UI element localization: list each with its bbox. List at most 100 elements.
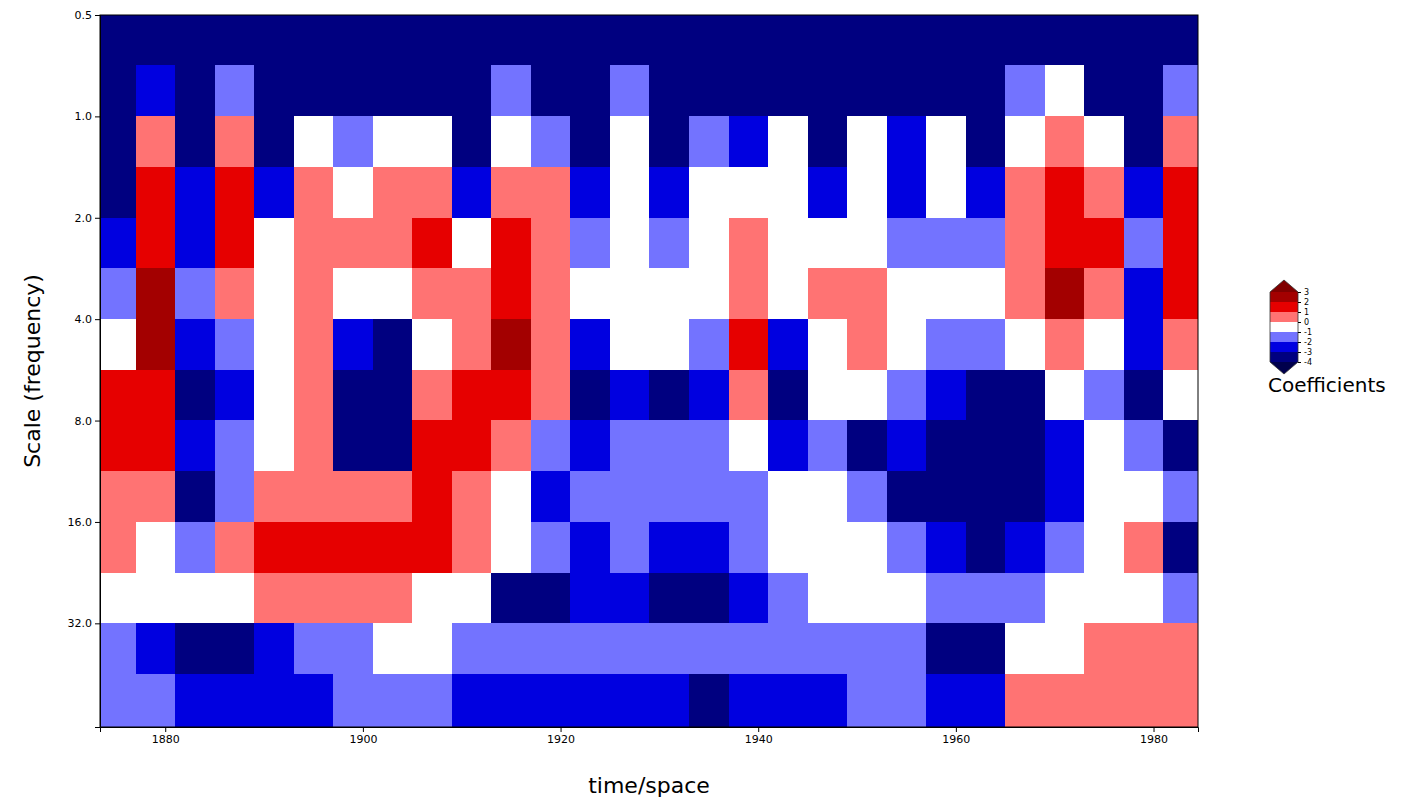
heatmap-cell	[729, 420, 769, 471]
heatmap-cell	[689, 573, 729, 624]
heatmap-cell	[333, 167, 373, 218]
heatmap-cell	[373, 623, 413, 674]
heatmap-cell	[1045, 623, 1085, 674]
y-tick: 4.0	[75, 313, 101, 326]
heatmap-cell	[136, 370, 176, 421]
heatmap-cell	[808, 573, 848, 624]
heatmap-cell	[294, 420, 334, 471]
heatmap-cell	[887, 674, 927, 727]
heatmap-cell	[1005, 573, 1045, 624]
heatmap-cell	[215, 15, 255, 66]
heatmap-cell	[1163, 268, 1198, 319]
heatmap-cell	[1005, 167, 1045, 218]
heatmap-cell	[1124, 370, 1164, 421]
y-tick-mark	[95, 319, 100, 320]
heatmap-cell	[175, 218, 215, 269]
heatmap-cell	[808, 116, 848, 167]
heatmap-cell	[294, 623, 334, 674]
heatmap-cell	[1124, 319, 1164, 370]
y-axis-title: Scale (frequency)	[20, 274, 45, 468]
heatmap-cell	[412, 623, 452, 674]
heatmap-cell	[491, 116, 531, 167]
heatmap-cell	[333, 268, 373, 319]
heatmap-cell	[175, 319, 215, 370]
heatmap-cell	[966, 623, 1006, 674]
colorbar-tick: 0	[1298, 318, 1309, 327]
heatmap-cell	[966, 268, 1006, 319]
heatmap-cell	[1163, 15, 1198, 66]
heatmap-cell	[1124, 167, 1164, 218]
heatmap-cell	[1124, 522, 1164, 573]
heatmap-cell	[452, 674, 492, 727]
heatmap-cell	[887, 420, 927, 471]
heatmap-cell	[689, 522, 729, 573]
heatmap-cell	[175, 268, 215, 319]
heatmap-cell	[689, 218, 729, 269]
heatmap-cell	[136, 218, 176, 269]
colorbar-tick-label: -2	[1304, 338, 1312, 347]
heatmap-cell	[452, 420, 492, 471]
y-tick-label: 0.5	[75, 9, 93, 22]
y-tick: 16.0	[68, 516, 101, 529]
heatmap-cell	[333, 522, 373, 573]
heatmap-cell	[1163, 370, 1198, 421]
heatmap-cell	[491, 218, 531, 269]
heatmap-cell	[294, 522, 334, 573]
heatmap-cell	[1005, 268, 1045, 319]
heatmap-cell	[373, 116, 413, 167]
heatmap-cell	[1124, 420, 1164, 471]
y-tick-label: 2.0	[75, 212, 93, 225]
heatmap-cell	[847, 623, 887, 674]
colorbar: 3210-1-2-3-4	[1270, 280, 1312, 374]
heatmap-cell	[926, 370, 966, 421]
heatmap-cell	[373, 65, 413, 117]
heatmap-cell	[610, 522, 650, 573]
heatmap-cell	[729, 268, 769, 319]
heatmap-cell	[412, 370, 452, 421]
heatmap-cell	[333, 420, 373, 471]
heatmap-cell	[1045, 370, 1085, 421]
x-tick-label: 1960	[942, 733, 970, 746]
heatmap-cell	[966, 116, 1006, 167]
heatmap-cell	[215, 167, 255, 218]
heatmap-cell	[808, 167, 848, 218]
colorbar-tick-mark	[1298, 332, 1301, 333]
x-tick-label: 1940	[745, 733, 773, 746]
heatmap-cell	[136, 573, 176, 624]
heatmap-cell	[215, 522, 255, 573]
heatmap-cell	[1084, 522, 1124, 573]
heatmap-cell	[1045, 268, 1085, 319]
heatmap-cell	[1084, 167, 1124, 218]
heatmap-cell	[729, 319, 769, 370]
heatmap-cell	[966, 471, 1006, 522]
heatmap-cell	[689, 674, 729, 727]
y-tick-label: 8.0	[75, 415, 93, 428]
heatmap-cell	[768, 674, 808, 727]
heatmap-cell	[254, 65, 294, 117]
heatmap-cell	[1163, 573, 1198, 624]
heatmap-cell	[136, 674, 176, 727]
heatmap-cell	[1005, 65, 1045, 117]
chart: 1880190019201940196019800.51.02.04.08.01…	[0, 0, 1419, 808]
heatmap-cell	[373, 370, 413, 421]
heatmap-cell	[294, 674, 334, 727]
y-tick-mark	[95, 623, 100, 624]
colorbar-tick: -4	[1298, 358, 1312, 367]
y-axis: 0.51.02.04.08.016.032.0	[68, 9, 101, 727]
colorbar-tick-label: -3	[1304, 348, 1312, 357]
heatmap-cell	[610, 370, 650, 421]
colorbar-bin	[1270, 312, 1298, 322]
heatmap-cell	[729, 522, 769, 573]
heatmap-cell	[729, 218, 769, 269]
heatmap-cell	[491, 15, 531, 66]
heatmap-cell	[452, 522, 492, 573]
heatmap-cell	[768, 420, 808, 471]
heatmap-cell	[1045, 218, 1085, 269]
colorbar-tick-label: 0	[1304, 318, 1309, 327]
heatmap-cell	[254, 623, 294, 674]
heatmap-cell	[100, 370, 136, 421]
heatmap-cell	[610, 471, 650, 522]
heatmap-cell	[531, 116, 571, 167]
heatmap-cell	[1124, 65, 1164, 117]
colorbar-tick-label: 2	[1304, 298, 1309, 307]
